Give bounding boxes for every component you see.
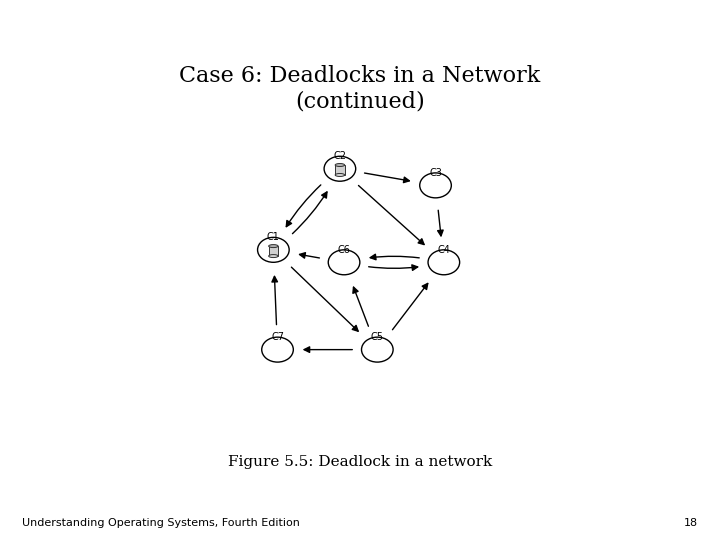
Text: C4: C4 <box>438 245 450 255</box>
Ellipse shape <box>258 238 289 262</box>
Ellipse shape <box>335 173 345 177</box>
Text: C6: C6 <box>338 245 351 255</box>
Ellipse shape <box>361 337 393 362</box>
FancyBboxPatch shape <box>335 165 345 175</box>
Ellipse shape <box>328 250 360 275</box>
Text: C3: C3 <box>429 168 442 178</box>
Text: C5: C5 <box>371 332 384 342</box>
Ellipse shape <box>428 250 459 275</box>
Ellipse shape <box>269 245 278 247</box>
FancyBboxPatch shape <box>269 246 278 256</box>
Text: C2: C2 <box>333 151 346 161</box>
Ellipse shape <box>262 337 293 362</box>
Text: 18: 18 <box>684 518 698 528</box>
Ellipse shape <box>420 173 451 198</box>
Ellipse shape <box>269 254 278 258</box>
Ellipse shape <box>335 164 345 166</box>
Text: C7: C7 <box>271 332 284 342</box>
Text: Case 6: Deadlocks in a Network
(continued): Case 6: Deadlocks in a Network (continue… <box>179 65 541 112</box>
Text: C1: C1 <box>267 232 280 242</box>
Text: Understanding Operating Systems, Fourth Edition: Understanding Operating Systems, Fourth … <box>22 518 300 528</box>
Text: Figure 5.5: Deadlock in a network: Figure 5.5: Deadlock in a network <box>228 455 492 469</box>
Ellipse shape <box>324 156 356 181</box>
